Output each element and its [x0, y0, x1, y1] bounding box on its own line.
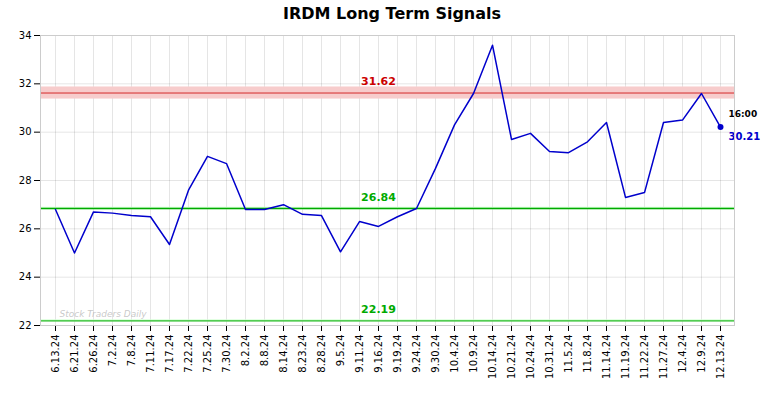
svg-text:Stock Traders Daily: Stock Traders Daily: [60, 309, 148, 319]
svg-text:31.62: 31.62: [361, 75, 396, 88]
svg-text:30.21: 30.21: [729, 131, 761, 142]
svg-text:11.22.24: 11.22.24: [639, 335, 650, 380]
svg-text:7.25.24: 7.25.24: [202, 335, 213, 373]
svg-text:30: 30: [19, 126, 32, 137]
svg-text:8.28.24: 8.28.24: [316, 335, 327, 373]
svg-text:9.24.24: 9.24.24: [411, 335, 422, 373]
svg-text:11.27.24: 11.27.24: [658, 335, 669, 380]
svg-text:7.30.24: 7.30.24: [221, 335, 232, 373]
svg-text:24: 24: [19, 271, 32, 282]
svg-text:10.24.24: 10.24.24: [525, 335, 536, 380]
svg-text:7.11.24: 7.11.24: [145, 335, 156, 373]
svg-text:26.84: 26.84: [361, 191, 396, 204]
svg-text:8.2.24: 8.2.24: [240, 335, 251, 367]
svg-text:7.8.24: 7.8.24: [126, 335, 137, 367]
svg-text:9.30.24: 9.30.24: [430, 335, 441, 373]
svg-text:10.14.24: 10.14.24: [487, 335, 498, 380]
html-text:IRDM Long Term Signals: IRDM Long Term Signals: [283, 4, 501, 23]
svg-text:22: 22: [19, 320, 32, 331]
svg-text:11.8.24: 11.8.24: [582, 335, 593, 373]
svg-text:34: 34: [19, 30, 32, 41]
svg-text:9.19.24: 9.19.24: [392, 335, 403, 373]
svg-text:11.5.24: 11.5.24: [563, 335, 574, 373]
svg-text:12.13.24: 12.13.24: [715, 335, 726, 380]
svg-text:6.13.24: 6.13.24: [50, 335, 61, 373]
svg-text:6.26.24: 6.26.24: [88, 335, 99, 373]
svg-text:16:00: 16:00: [729, 109, 758, 119]
svg-text:12.9.24: 12.9.24: [696, 335, 707, 373]
svg-text:10.31.24: 10.31.24: [544, 335, 555, 380]
svg-text:9.16.24: 9.16.24: [373, 335, 384, 373]
svg-text:10.4.24: 10.4.24: [449, 335, 460, 373]
svg-text:6.21.24: 6.21.24: [69, 335, 80, 373]
svg-text:22.19: 22.19: [361, 303, 396, 316]
svg-text:7.2.24: 7.2.24: [107, 335, 118, 367]
svg-text:8.8.24: 8.8.24: [259, 335, 270, 367]
svg-text:7.17.24: 7.17.24: [164, 335, 175, 373]
svg-text:10.21.24: 10.21.24: [506, 335, 517, 380]
svg-text:7.22.24: 7.22.24: [183, 335, 194, 373]
svg-text:12.4.24: 12.4.24: [677, 335, 688, 373]
svg-text:9.11.24: 9.11.24: [354, 335, 365, 373]
svg-text:28: 28: [19, 175, 32, 186]
svg-text:11.14.24: 11.14.24: [601, 335, 612, 380]
svg-text:9.5.24: 9.5.24: [335, 335, 346, 367]
svg-text:11.19.24: 11.19.24: [620, 335, 631, 380]
svg-text:8.14.24: 8.14.24: [278, 335, 289, 373]
svg-text:8.23.24: 8.23.24: [297, 335, 308, 373]
svg-text:26: 26: [19, 223, 32, 234]
svg-text:10.9.24: 10.9.24: [468, 335, 479, 373]
svg-text:32: 32: [19, 78, 32, 89]
